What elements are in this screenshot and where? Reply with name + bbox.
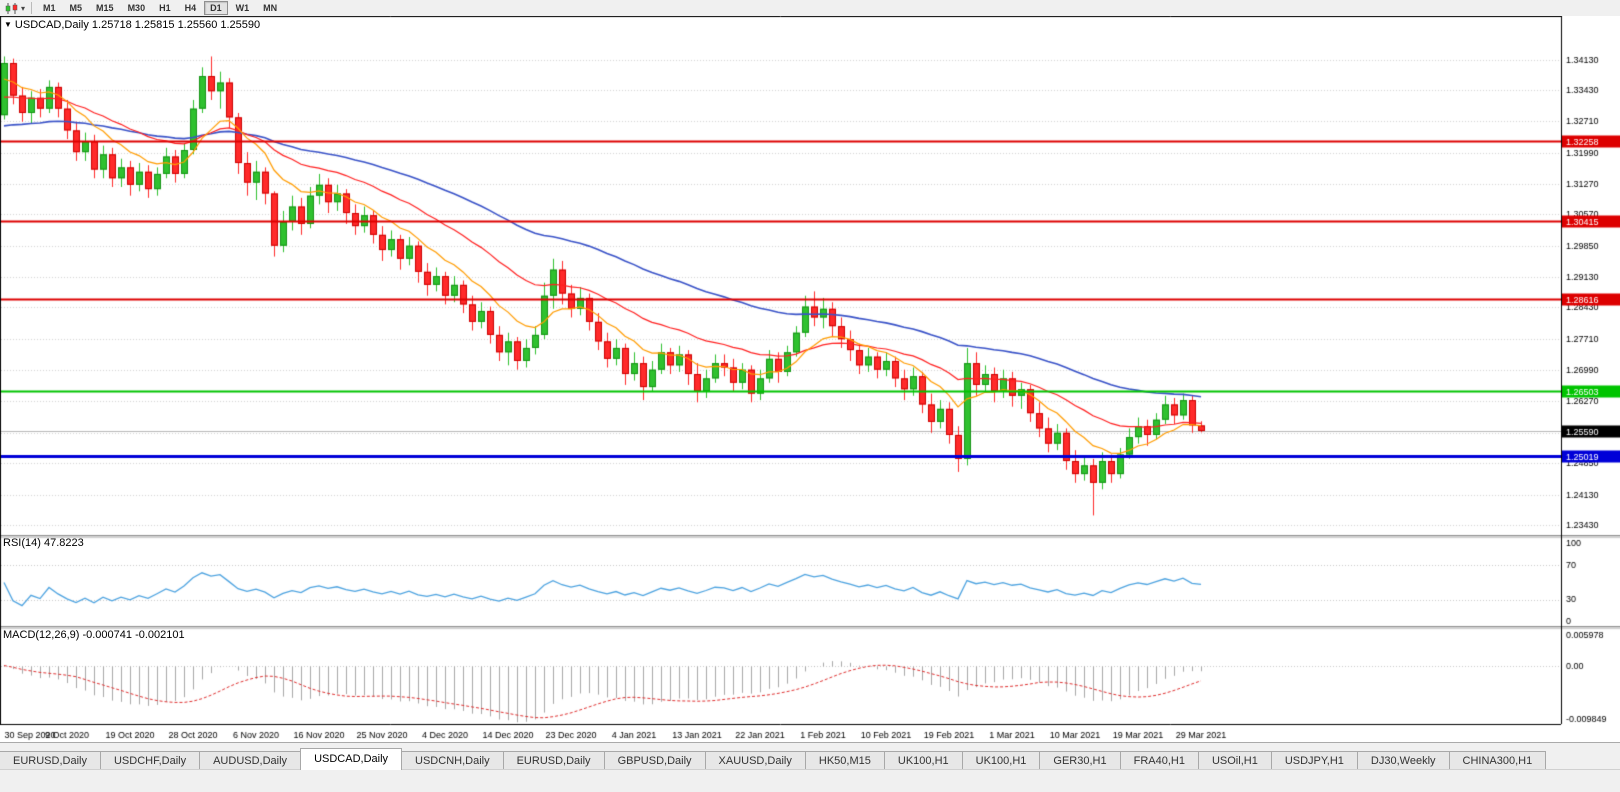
- symbol-tab-uk100-h1-10[interactable]: UK100,H1: [961, 751, 1041, 770]
- timeframe-button-h4[interactable]: H4: [184, 3, 197, 13]
- rsi-indicator-label: RSI(14) 47.8223: [3, 537, 84, 549]
- macd-indicator-label: MACD(12,26,9) -0.000741 -0.002101: [3, 629, 185, 641]
- toolbar-separator: [31, 2, 33, 14]
- symbol-tab-uk100-h1-9[interactable]: UK100,H1: [883, 751, 963, 770]
- timeframe-button-d1[interactable]: D1: [204, 1, 228, 15]
- symbol-tab-dj30-weekly-15[interactable]: DJ30,Weekly: [1356, 751, 1450, 770]
- timeframe-button-m5[interactable]: M5: [69, 3, 83, 13]
- symbol-tab-bar: EURUSD,Daily USDCHF,Daily AUDUSD,Daily USDC…: [0, 742, 1620, 770]
- symbol-tab-usdchf-daily-1[interactable]: USDCHF,Daily: [99, 751, 201, 770]
- symbol-tab-xauusd-daily-7[interactable]: XAUUSD,Daily: [704, 751, 806, 770]
- symbol-tab-fra40-h1-12[interactable]: FRA40,H1: [1119, 751, 1199, 770]
- collapse-triangle-icon[interactable]: ▼: [4, 20, 12, 29]
- timeframe-button-h1[interactable]: H1: [159, 3, 171, 13]
- symbol-tab-hk50-m15-8[interactable]: HK50,M15: [804, 751, 885, 770]
- symbol-tab-gbpusd-daily-6[interactable]: GBPUSD,Daily: [603, 751, 706, 770]
- symbol-tab-usdcad-daily-3[interactable]: USDCAD,Daily: [300, 748, 403, 770]
- symbol-tab-usoil-h1-13[interactable]: USOil,H1: [1197, 751, 1272, 770]
- status-bar: [0, 769, 1620, 792]
- symbol-tab-china300-h1-16[interactable]: CHINA300,H1: [1448, 751, 1547, 770]
- chart-title-text: USDCAD,Daily 1.25718 1.25815 1.25560 1.2…: [14, 19, 261, 31]
- chart-type-dropdown-icon[interactable]: ▾: [21, 3, 26, 13]
- candlestick-chart-icon[interactable]: [3, 2, 21, 14]
- timeframe-button-w1[interactable]: W1: [235, 3, 250, 13]
- timeframe-button-m1[interactable]: M1: [43, 3, 56, 13]
- symbol-tab-eurusd-daily-5[interactable]: EURUSD,Daily: [502, 751, 605, 770]
- chart-window: ▼ USDCAD,Daily 1.25718 1.25815 1.25560 1.…: [0, 16, 1620, 742]
- chart-title: ▼ USDCAD,Daily 1.25718 1.25815 1.25560 1.…: [4, 19, 260, 31]
- symbol-tab-ger30-h1-11[interactable]: GER30,H1: [1039, 751, 1121, 770]
- timeframe-buttons: M1 M5 M15 M30 H1 H4 D1 W1 MN: [36, 1, 284, 15]
- timeframe-button-m30[interactable]: M30: [127, 3, 146, 13]
- timeframe-button-m15[interactable]: M15: [96, 3, 114, 13]
- timeframe-button-mn[interactable]: MN: [263, 3, 278, 13]
- symbol-tab-eurusd-daily-0[interactable]: EURUSD,Daily: [0, 751, 101, 770]
- chart-canvas[interactable]: [0, 16, 1620, 742]
- symbol-tab-usdcnh-daily-4[interactable]: USDCNH,Daily: [401, 751, 504, 770]
- toolbar: ▾ M1 M5 M15 M30 H1 H4 D1 W1 MN: [0, 0, 1620, 17]
- symbol-tab-audusd-daily-2[interactable]: AUDUSD,Daily: [199, 751, 302, 770]
- symbol-tab-usdjpy-h1-14[interactable]: USDJPY,H1: [1270, 751, 1358, 770]
